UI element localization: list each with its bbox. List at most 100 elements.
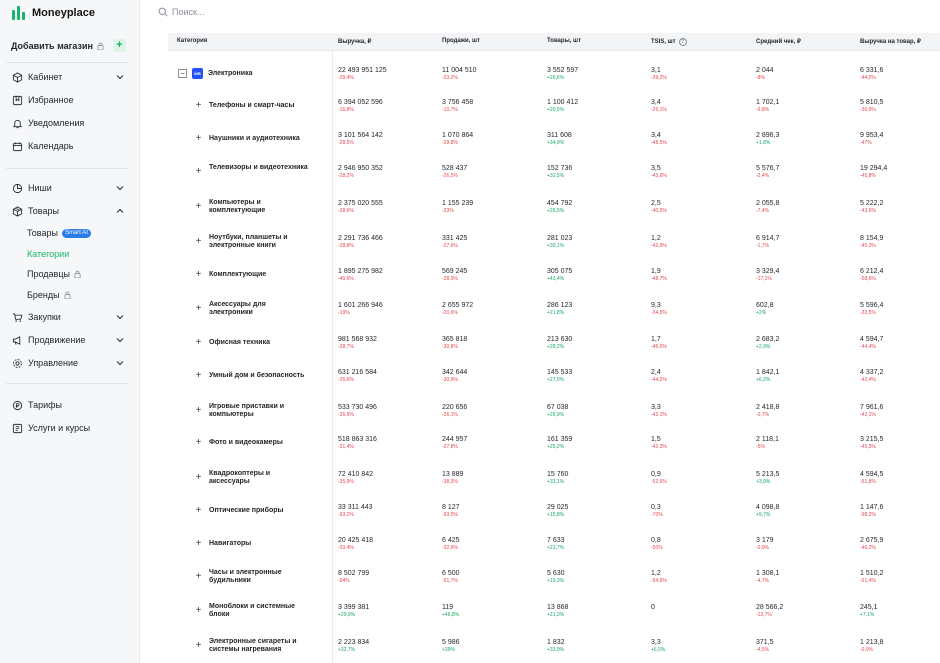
column-header-label: Выручка, ₽ xyxy=(338,39,372,45)
category-name[interactable]: Электронные сигареты и системы нагревани… xyxy=(209,638,297,653)
cell-change: +2% xyxy=(756,310,767,316)
expand-icon[interactable]: + xyxy=(195,472,202,483)
expand-icon[interactable]: + xyxy=(195,640,202,651)
search-bar[interactable]: Поиск... xyxy=(158,5,204,19)
sidebar-item-favorites[interactable]: Избранное xyxy=(11,92,129,108)
table-cell: 4 594,7 -44,4% xyxy=(860,335,883,350)
sidebar-item-purchases[interactable]: Закупки xyxy=(11,309,129,325)
column-header-label: Средний чек, ₽ xyxy=(756,39,801,45)
cell-value: 67 038 xyxy=(547,404,569,411)
cell-change: -20,6% xyxy=(442,310,458,316)
sidebar-item-goods[interactable]: Товары xyxy=(11,203,129,219)
sidebar-item-services[interactable]: Услуги и курсы xyxy=(11,420,129,436)
column-header-label: Продажи, шт xyxy=(442,38,480,44)
category-name[interactable]: Часы и электронные будильники xyxy=(209,569,282,584)
sidebar-item-niches[interactable]: Ниши xyxy=(11,180,129,196)
category-name[interactable]: Оптические приборы xyxy=(209,507,284,514)
column-header-sales[interactable]: Продажи, шт xyxy=(442,38,480,44)
table-cell: 3 399 381 +29,9% xyxy=(338,603,369,618)
sidebar-item-calendar[interactable]: Календарь xyxy=(11,138,129,154)
table-cell: 3,3 -42,1% xyxy=(651,403,667,418)
expand-icon[interactable]: + xyxy=(195,269,202,280)
cell-value: 286 123 xyxy=(547,302,573,309)
category-name[interactable]: Ноутбуки, планшеты и электронные книги xyxy=(209,234,288,249)
cell-change: +46,8% xyxy=(442,612,460,618)
cell-value: 1 100 412 xyxy=(547,99,579,106)
cell-value: 3,3 xyxy=(651,639,661,646)
expand-icon[interactable]: + xyxy=(195,236,202,247)
cell-value: 2 118,1 xyxy=(756,436,779,443)
lock-icon xyxy=(74,270,81,278)
category-name[interactable]: Квадрокоптеры и аксессуары xyxy=(209,470,271,485)
search-input[interactable]: Поиск... xyxy=(172,7,205,17)
cell-value: 1 895 275 982 xyxy=(338,268,383,275)
sidebar-subitem-categories[interactable]: Категории xyxy=(27,247,69,261)
cell-change: -70% xyxy=(651,512,663,518)
cell-value: 3,3 xyxy=(651,404,661,411)
logo-icon xyxy=(12,6,26,20)
table-cell: 533 730 496 -26,6% xyxy=(338,403,377,418)
category-name[interactable]: Офисная техника xyxy=(209,339,270,346)
help-icon[interactable]: ? xyxy=(678,38,687,46)
sidebar-item-promotion[interactable]: Продвижение xyxy=(11,332,129,348)
expand-icon[interactable]: + xyxy=(195,605,202,616)
category-name[interactable]: Электроника xyxy=(208,70,253,77)
sidebar-subitem-sellers[interactable]: Продавцы xyxy=(27,267,81,281)
table-cell: 365 818 -30,8% xyxy=(442,335,467,350)
column-header-revenue-per-item[interactable]: Выручка на товар, ₽ xyxy=(860,38,921,45)
add-shop-button[interactable]: Добавить магазин + xyxy=(6,36,130,56)
category-name[interactable]: Комплектующие xyxy=(209,271,267,278)
expand-icon[interactable]: + xyxy=(195,505,202,516)
cell-change: -46,2% xyxy=(860,545,876,551)
add-shop-plus-icon[interactable]: + xyxy=(113,39,126,52)
expand-icon[interactable]: + xyxy=(195,538,202,549)
column-header-tsis[interactable]: TSIS, шт? xyxy=(651,38,687,46)
expand-icon[interactable]: + xyxy=(195,370,202,381)
column-header-category[interactable]: Категория xyxy=(177,38,207,44)
expand-icon[interactable]: + xyxy=(195,571,202,582)
table-cell: 9 953,4 -47% xyxy=(860,131,883,146)
category-name[interactable]: Телевизоры и видеотехника xyxy=(209,164,308,171)
cell-change: -93,2% xyxy=(338,512,354,518)
table-cell: 6 425 -32,9% xyxy=(442,536,460,551)
category-name[interactable]: Умный дом и безопасность xyxy=(209,372,305,379)
category-name[interactable]: Наушники и аудиотехника xyxy=(209,135,300,142)
category-name[interactable]: Игровые приставки и компьютеры xyxy=(209,403,284,418)
column-header-label: Выручка на товар, ₽ xyxy=(860,39,921,45)
expand-icon[interactable]: + xyxy=(195,437,202,448)
column-header-avg-check[interactable]: Средний чек, ₽ xyxy=(756,38,801,45)
category-name[interactable]: Фото и видеокамеры xyxy=(209,439,283,446)
sidebar-item-tariffs[interactable]: Тарифы xyxy=(11,397,129,413)
category-name[interactable]: Компьютеры и комплектующие xyxy=(209,199,266,214)
cell-value: 6 425 xyxy=(442,537,460,544)
table-cell: 1,7 -46,6% xyxy=(651,335,667,350)
column-header-revenue[interactable]: Выручка, ₽ xyxy=(338,38,371,45)
table-cell: 1,9 -48,7% xyxy=(651,267,667,282)
column-header-goods[interactable]: Товары, шт xyxy=(547,38,581,44)
cell-change: -47% xyxy=(860,140,872,146)
cell-value: 1,9 xyxy=(651,268,661,275)
cell-value: 7 961,6 xyxy=(860,404,884,411)
sidebar-subitem-brands[interactable]: Бренды xyxy=(27,288,71,302)
category-name[interactable]: Навигаторы xyxy=(209,540,252,547)
category-name[interactable]: Моноблоки и системные блоки xyxy=(209,603,295,618)
sidebar-item-label: Кабинет xyxy=(28,72,63,82)
sidebar-item-management[interactable]: Управление xyxy=(11,355,129,371)
expand-icon[interactable]: + xyxy=(195,166,202,177)
sidebar-subitem-goods[interactable]: Товары Smart AI xyxy=(27,226,91,240)
expand-icon[interactable]: + xyxy=(195,405,202,416)
collapse-icon[interactable]: − xyxy=(178,69,187,78)
search-icon xyxy=(158,7,168,17)
sidebar-item-notifications[interactable]: Уведомления xyxy=(11,115,129,131)
expand-icon[interactable]: + xyxy=(195,303,202,314)
column-header-label: Товары, шт xyxy=(547,38,581,44)
expand-icon[interactable]: + xyxy=(195,337,202,348)
expand-icon[interactable]: + xyxy=(195,133,202,144)
expand-icon[interactable]: + xyxy=(195,100,202,111)
app-logo[interactable]: Moneyplace xyxy=(12,5,95,21)
cell-change: -45,3% xyxy=(860,444,876,450)
expand-icon[interactable]: + xyxy=(195,201,202,212)
category-name[interactable]: Телефоны и смарт-часы xyxy=(209,102,295,109)
sidebar-item-cabinet[interactable]: Кабинет xyxy=(11,69,129,85)
category-name[interactable]: Аксессуары для электроники xyxy=(209,301,266,316)
